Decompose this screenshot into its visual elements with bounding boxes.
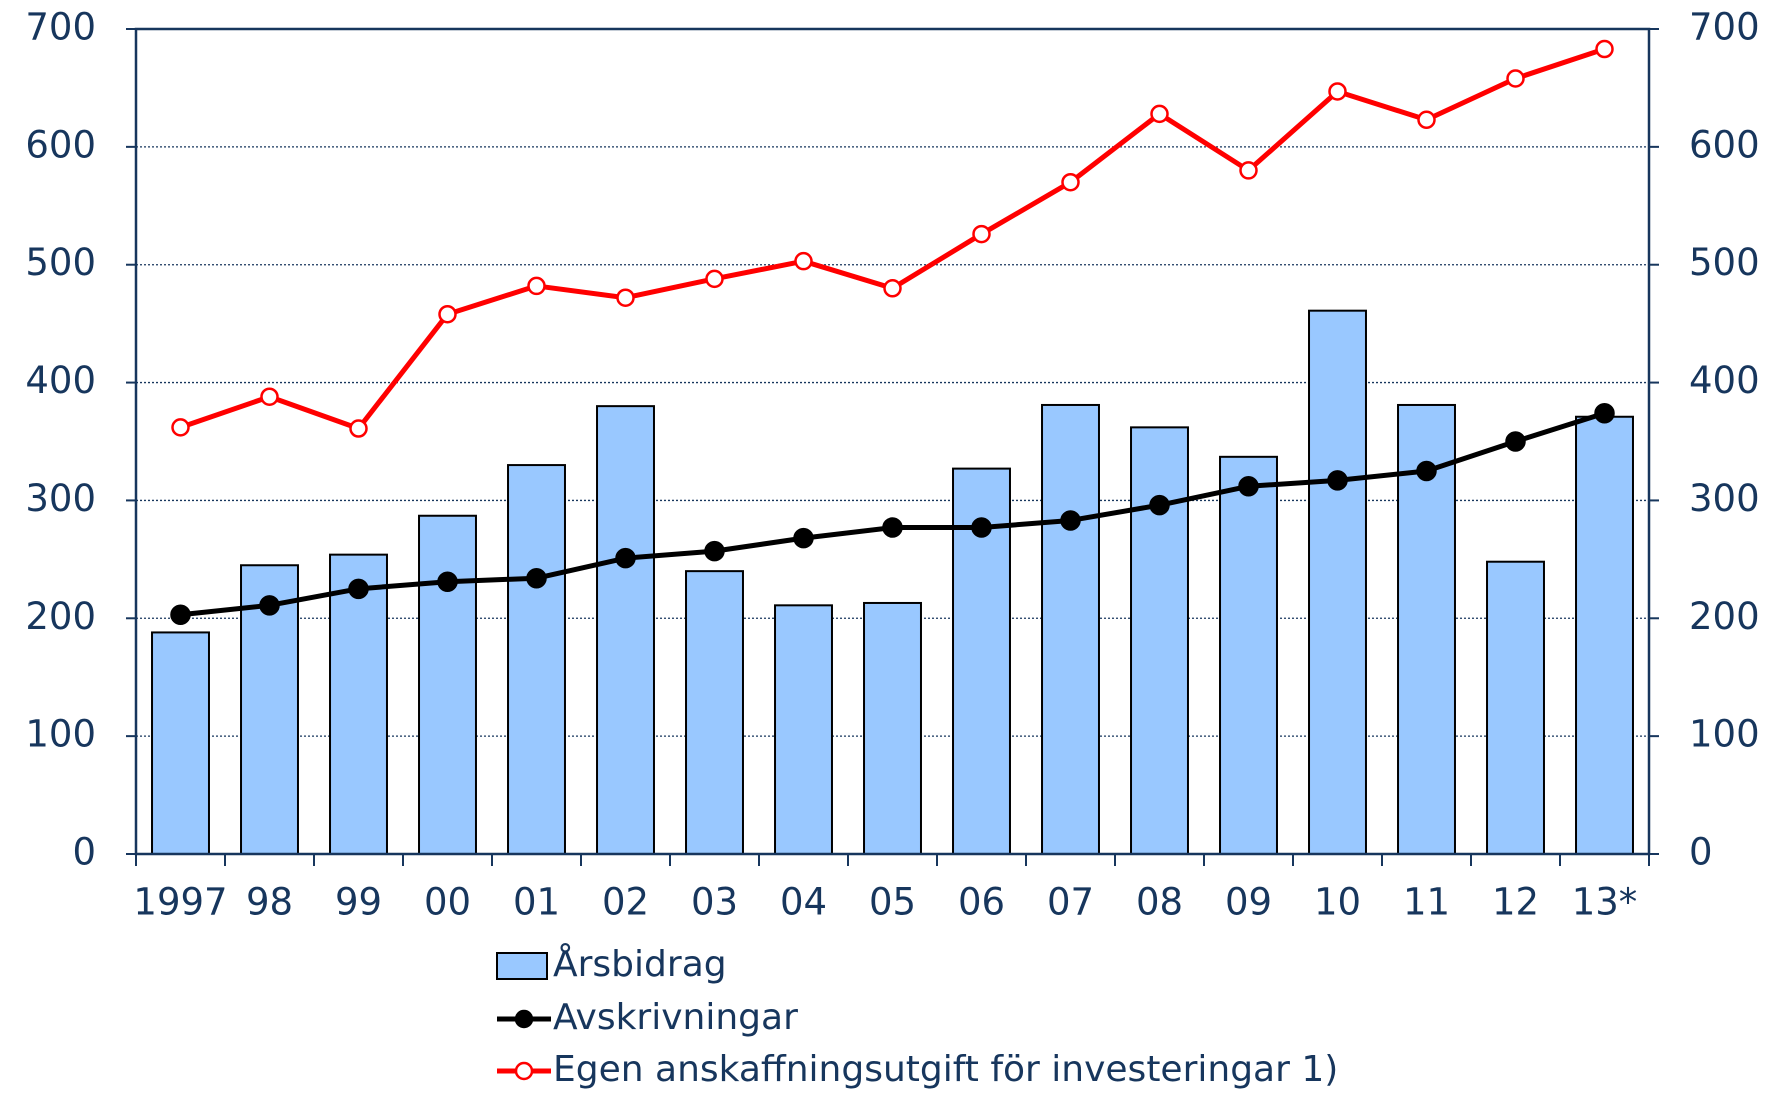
y2-tick-label: 300 [1689, 477, 1760, 520]
x-tick-label: 03 [691, 881, 738, 924]
y2-tick-label: 200 [1689, 595, 1760, 638]
x-tick-label: 02 [602, 881, 649, 924]
legend-label: Avskrivningar [553, 997, 798, 1038]
point [1416, 460, 1437, 482]
x-tick-label: 07 [1047, 881, 1094, 924]
legend-swatch [496, 952, 548, 980]
x-tick-label: 10 [1314, 881, 1361, 924]
point [1328, 82, 1347, 101]
x-tick-label: 13* [1572, 881, 1638, 924]
y-tick-label: 400 [25, 359, 96, 402]
legend-swatch [514, 1009, 534, 1029]
x-tick-label: 04 [780, 881, 827, 924]
point [883, 279, 902, 298]
point [794, 251, 813, 271]
x-tick-label: 06 [958, 881, 1005, 924]
bar [1575, 415, 1634, 855]
x-tick-label: 01 [513, 881, 560, 924]
x-tick-label: 00 [424, 881, 471, 924]
x-tick-label: 08 [1136, 881, 1183, 924]
point [1417, 110, 1436, 129]
x-tick-label: 98 [246, 881, 293, 924]
bar [507, 464, 566, 855]
point [1506, 69, 1525, 88]
bar [685, 570, 744, 856]
point [704, 540, 725, 562]
point [437, 571, 458, 592]
point [1149, 494, 1170, 516]
y2-tick-label: 600 [1689, 123, 1760, 166]
legend-label: Årsbidrag [553, 942, 727, 985]
point [1060, 510, 1081, 531]
point [1061, 172, 1080, 192]
bar [1308, 309, 1367, 855]
point [1150, 104, 1169, 124]
y-tick-label: 100 [25, 713, 96, 756]
point [348, 578, 369, 600]
x-tick-label: 05 [869, 881, 916, 924]
line [179, 46, 1606, 432]
point [616, 288, 635, 307]
bar [1041, 403, 1100, 855]
bar [1486, 560, 1545, 855]
y-tick-label: 200 [25, 595, 96, 638]
y-tick-label: 500 [25, 241, 96, 284]
point [615, 547, 636, 569]
x-tick-label: 12 [1492, 881, 1539, 924]
point [971, 517, 992, 538]
point [793, 527, 814, 549]
y-tick-label: 0 [72, 831, 96, 874]
point [171, 418, 190, 437]
x-tick-label: 09 [1225, 881, 1272, 924]
x-tick-label: 99 [335, 881, 382, 924]
point [170, 604, 191, 625]
point [1595, 39, 1614, 59]
point [349, 419, 368, 438]
point [259, 595, 280, 616]
bar [329, 553, 388, 856]
point [882, 517, 903, 538]
bar [774, 604, 833, 855]
bar [1130, 426, 1189, 855]
point [705, 269, 724, 289]
point [1239, 161, 1258, 180]
point [1327, 470, 1348, 491]
bar [151, 631, 210, 856]
bar [1219, 455, 1278, 855]
x-tick-label: 1997 [133, 881, 227, 924]
point [260, 387, 279, 406]
point [972, 224, 991, 244]
line [180, 410, 1606, 618]
point [1594, 402, 1615, 424]
y-tick-label: 600 [25, 123, 96, 166]
y2-tick-label: 100 [1689, 713, 1760, 756]
point [526, 567, 547, 589]
point [1505, 431, 1526, 452]
legend-swatch [514, 1061, 534, 1081]
bar [596, 405, 655, 855]
y2-tick-label: 0 [1689, 831, 1713, 874]
y-tick-label: 700 [25, 6, 96, 49]
y2-tick-label: 700 [1689, 6, 1760, 49]
plot-frame [134, 27, 1651, 856]
legend-label: Egen anskaffningsutgift för investeringa… [553, 1049, 1338, 1090]
bar [418, 514, 477, 855]
y2-tick-label: 400 [1689, 359, 1760, 402]
point [1238, 476, 1259, 497]
y-tick-label: 300 [25, 477, 96, 520]
point [527, 276, 546, 296]
x-tick-label: 11 [1403, 881, 1450, 924]
y2-tick-label: 500 [1689, 241, 1760, 284]
point [438, 304, 457, 324]
bar [863, 601, 922, 856]
